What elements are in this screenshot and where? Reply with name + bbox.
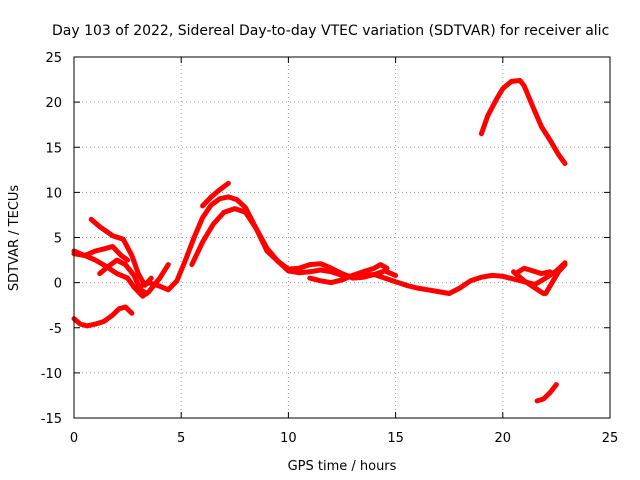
tick-labels: 0 5 10 15 20 25 -15 -10 -5 0 5 10 15 20 25 <box>41 51 619 446</box>
x-tick-label: 0 <box>70 431 78 446</box>
x-tick-label: 10 <box>280 431 297 446</box>
y-tick-label: 5 <box>54 232 62 247</box>
y-tick-label: 0 <box>54 277 62 292</box>
series-arc-11 <box>511 269 546 296</box>
y-tick-label: -15 <box>41 412 62 427</box>
series-arc-12 <box>513 265 553 277</box>
y-tick-label: 20 <box>45 96 62 111</box>
series-arc-9 <box>307 262 390 286</box>
x-axis-title: GPS time / hours <box>288 459 397 474</box>
y-tick-label: -5 <box>49 322 62 337</box>
grid <box>74 57 610 418</box>
series-arc-8 <box>200 180 231 209</box>
y-tick-label: 15 <box>45 141 62 156</box>
series-arc-1 <box>71 251 171 299</box>
series-arc-5 <box>71 304 135 329</box>
y-tick-label: 10 <box>45 186 62 201</box>
series-arc-7 <box>189 206 399 281</box>
y-axis-title: SDTVAR / TECUs <box>7 185 22 292</box>
chart-title: Day 103 of 2022, Sidereal Day-to-day VTE… <box>52 23 609 39</box>
series-arc-4 <box>97 257 150 296</box>
x-tick-label: 15 <box>387 431 404 446</box>
series-arc-13 <box>543 262 568 296</box>
series-arc-2 <box>71 244 131 263</box>
series-layer <box>71 78 568 404</box>
x-tick-label: 25 <box>602 431 619 446</box>
x-tick-label: 5 <box>177 431 185 446</box>
x-tick-label: 20 <box>495 431 512 446</box>
y-tick-label: 25 <box>45 51 62 66</box>
series-arc-14 <box>534 382 559 404</box>
series-arc-10 <box>478 78 568 166</box>
ticks <box>73 56 611 419</box>
y-tick-label: -10 <box>41 367 62 382</box>
